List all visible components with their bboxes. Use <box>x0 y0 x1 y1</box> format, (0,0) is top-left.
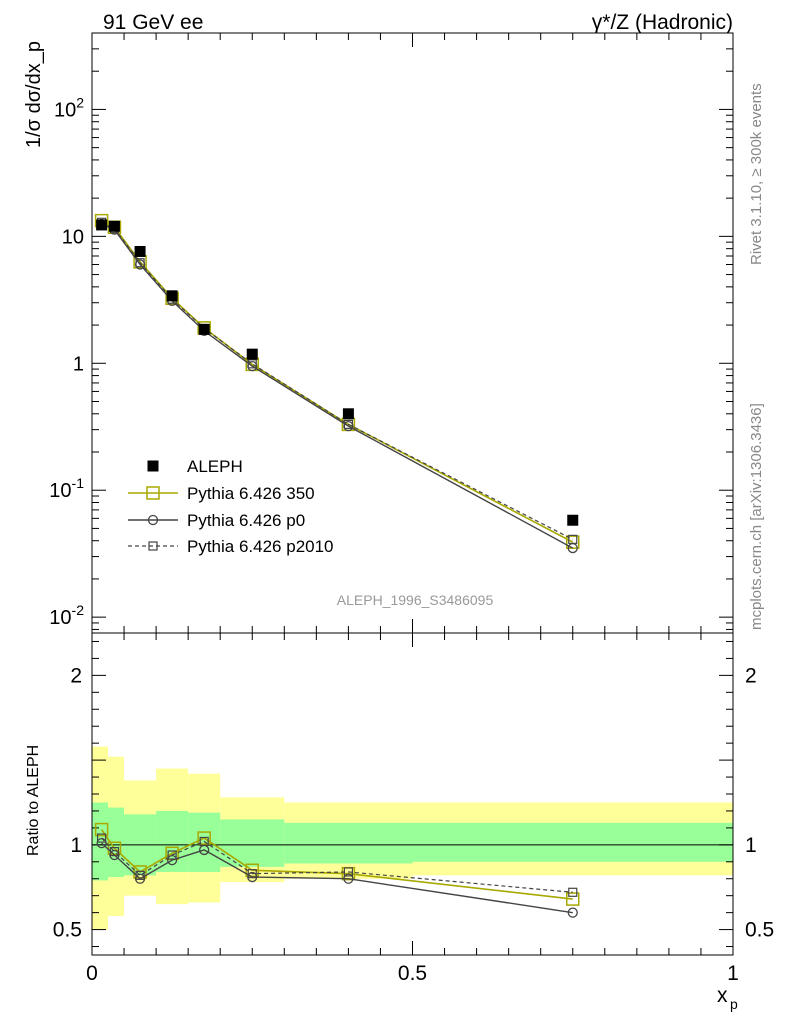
main-data-point-7 <box>567 514 579 526</box>
ratio-ylabel: Ratio to ALEPH <box>25 745 42 856</box>
ratio-p0-point-6 <box>343 873 354 884</box>
main-ytick-label-1: 10-1 <box>49 475 84 502</box>
main-data-point-1 <box>108 220 120 232</box>
ratio-ytick-label-2: 2 <box>70 664 82 687</box>
ratio-p2010-point-7 <box>568 887 578 897</box>
main-data-point-3 <box>166 290 178 302</box>
legend-marker-data <box>147 460 159 472</box>
xlabel-main: x <box>717 984 728 1007</box>
ratio-ytick-label-0: 0.5 <box>53 919 82 942</box>
ratio-p2010-point-3 <box>167 850 177 860</box>
legend: ALEPH Pythia 6.426 350 Pythia 6.426 p0 Pyth… <box>128 457 334 556</box>
main-ytick-label-2: 1 <box>73 353 84 375</box>
main-p2010-point-7 <box>568 534 578 544</box>
ratio-inner-band-0 <box>92 802 109 881</box>
legend-label-p2010: Pythia 6.426 p2010 <box>187 537 334 556</box>
title-right: γ*/Z (Hadronic) <box>592 11 733 34</box>
title-left: 91 GeV ee <box>103 11 203 34</box>
ratio-ytick-label-1: 1 <box>70 834 82 857</box>
xlabel-sub: p <box>730 996 738 1012</box>
xtick-label-1: 0.5 <box>398 962 427 985</box>
ratio-p350-point-7 <box>566 892 580 906</box>
main-p0-line <box>101 223 574 549</box>
ratio-p2010-point-2 <box>135 870 145 880</box>
main-data-point-0 <box>96 219 108 231</box>
legend-marker-p0 <box>147 514 159 526</box>
legend-marker-p2010 <box>148 541 158 551</box>
main-p2010-point-2 <box>135 258 145 268</box>
ratio-ytick-label-right-0: 0.5 <box>745 919 774 942</box>
legend-label-data: ALEPH <box>187 457 243 476</box>
ratio-p2010-point-4 <box>199 836 209 847</box>
mcplots-label: mcplots.cern.ch [arXiv:1306.3436] <box>748 403 765 630</box>
ratio-p0-line <box>101 842 573 914</box>
legend-label-p0: Pythia 6.426 p0 <box>187 511 305 530</box>
xtick-label-2: 1 <box>727 962 739 985</box>
main-data-point-5 <box>246 348 258 360</box>
ratio-p2010-point-1 <box>109 847 120 857</box>
ratio-p2010-point-0 <box>97 833 107 843</box>
analysis-id: ALEPH_1996_S3486095 <box>337 592 494 608</box>
ratio-inner-band-7 <box>412 822 733 862</box>
ratio-p350-point-4 <box>197 831 211 845</box>
main-p2010-point-5 <box>247 359 257 369</box>
ratio-p2010-point-5 <box>247 869 257 879</box>
ratio-inner-band-5 <box>220 819 285 867</box>
rivet-version-label: Rivet 3.1.10, ≥ 300k events <box>748 83 765 265</box>
ratio-plot: 0 0.5 10.5 0.51 12 2 <box>53 632 774 985</box>
main-p350-line <box>101 219 574 543</box>
legend-marker-p350 <box>146 486 160 500</box>
main-plot: 10-2 10-1 1 10 102 <box>49 32 734 634</box>
ratio-p350-point-0 <box>94 822 109 837</box>
main-p350-point-7 <box>566 535 580 549</box>
main-ylabel: 1/σ dσ/dx_p <box>23 41 45 148</box>
main-data-point-4 <box>198 323 210 335</box>
main-p2010-point-6 <box>343 419 353 429</box>
main-data-point-2 <box>134 245 146 257</box>
main-ylabel-text: 1/σ dσ/dx_p <box>23 41 45 148</box>
ratio-ytick-label-right-1: 1 <box>745 834 757 857</box>
main-ytick-label-3: 10 <box>62 226 84 248</box>
ratio-inner-band-4 <box>188 812 221 872</box>
main-ytick-label-4: 102 <box>54 94 84 121</box>
ratio-inner-band-6 <box>284 822 413 864</box>
main-p2010-line <box>101 221 574 540</box>
legend-label-p350: Pythia 6.426 350 <box>187 484 315 503</box>
ratio-p2010-point-6 <box>343 867 353 877</box>
xtick-label-0: 0 <box>86 962 98 985</box>
ratio-p0-point-7 <box>567 907 578 918</box>
main-data-point-6 <box>342 408 354 420</box>
ratio-ytick-label-right-2: 2 <box>745 664 757 687</box>
main-ytick-label-0: 10-2 <box>49 602 84 629</box>
